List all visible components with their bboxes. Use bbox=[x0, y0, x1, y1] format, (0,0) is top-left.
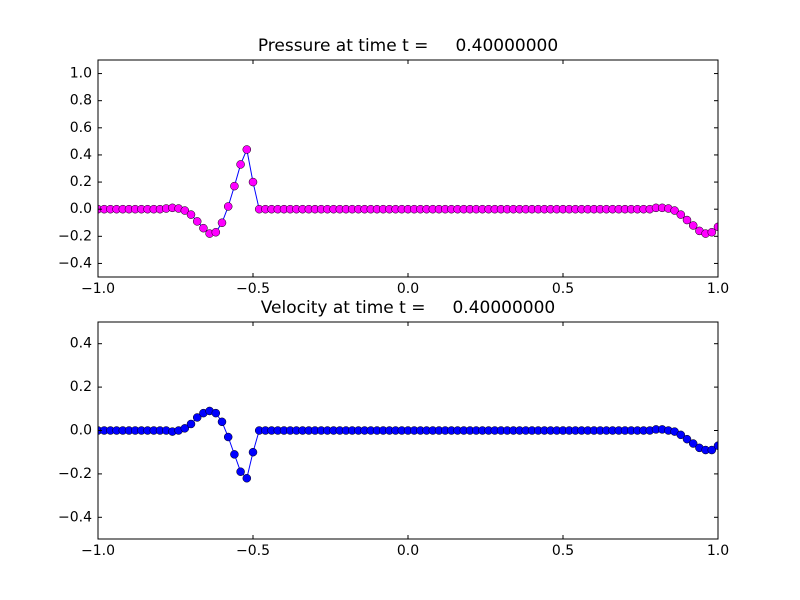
x-tick-label: 1.0 bbox=[707, 543, 729, 559]
data-point bbox=[211, 408, 221, 418]
data-point bbox=[236, 160, 245, 169]
x-tick-label: −1.0 bbox=[81, 543, 115, 559]
x-tick-label: 1.0 bbox=[707, 281, 729, 297]
plot-area bbox=[98, 60, 718, 277]
y-tick-label: 0.6 bbox=[70, 120, 92, 136]
x-tick-label: −0.5 bbox=[236, 281, 270, 297]
data-point bbox=[242, 145, 252, 154]
plot-content bbox=[98, 406, 718, 483]
y-tick-label: 0.8 bbox=[70, 93, 92, 109]
y-tick-label: 0.2 bbox=[70, 379, 92, 395]
data-point bbox=[707, 227, 717, 237]
y-tick-label: 1.0 bbox=[70, 66, 92, 82]
data-point bbox=[688, 439, 698, 448]
y-tick-label: 0.4 bbox=[70, 336, 92, 352]
data-point bbox=[713, 222, 718, 232]
data-point bbox=[180, 206, 190, 215]
chart-title: Velocity at time t = 0.40000000 bbox=[261, 298, 555, 318]
data-point bbox=[707, 445, 717, 455]
data-point bbox=[192, 413, 202, 422]
data-point bbox=[248, 177, 258, 187]
y-tick-label: −0.4 bbox=[58, 509, 92, 525]
data-point bbox=[223, 432, 233, 442]
data-point bbox=[217, 218, 227, 227]
y-tick-label: 0.4 bbox=[70, 147, 92, 163]
x-tick-label: 0.0 bbox=[397, 281, 419, 297]
data-point bbox=[186, 419, 196, 429]
data-point bbox=[236, 467, 245, 476]
data-point bbox=[248, 447, 258, 457]
y-tick-label: −0.4 bbox=[58, 255, 92, 271]
data-point bbox=[713, 441, 718, 450]
y-tick-label: −0.2 bbox=[58, 228, 92, 244]
plot-content bbox=[98, 145, 718, 238]
x-tick-label: −0.5 bbox=[236, 543, 270, 559]
x-tick-label: 0.0 bbox=[397, 543, 419, 559]
x-tick-label: 0.5 bbox=[552, 543, 574, 559]
y-tick-label: 0.0 bbox=[70, 201, 92, 217]
data-point bbox=[180, 424, 190, 433]
x-tick-label: −1.0 bbox=[81, 281, 115, 297]
data-point bbox=[676, 430, 686, 440]
y-tick-label: −0.2 bbox=[58, 466, 92, 482]
chart-title: Pressure at time t = 0.40000000 bbox=[258, 36, 558, 56]
x-tick-label: 0.5 bbox=[552, 281, 574, 297]
data-point bbox=[682, 215, 692, 225]
data-point bbox=[217, 417, 227, 427]
data-point bbox=[211, 227, 221, 237]
data-point bbox=[682, 434, 692, 444]
data-point bbox=[192, 217, 202, 226]
data-point bbox=[688, 221, 698, 230]
data-point bbox=[242, 473, 252, 483]
data-point bbox=[230, 181, 239, 191]
data-point bbox=[676, 210, 686, 219]
data-point bbox=[186, 210, 196, 219]
data-point bbox=[223, 202, 233, 211]
data-point bbox=[670, 206, 679, 215]
y-tick-label: 0.2 bbox=[70, 174, 92, 190]
data-point bbox=[230, 450, 239, 459]
y-tick-label: 0.0 bbox=[70, 423, 92, 439]
data-point bbox=[199, 223, 208, 233]
